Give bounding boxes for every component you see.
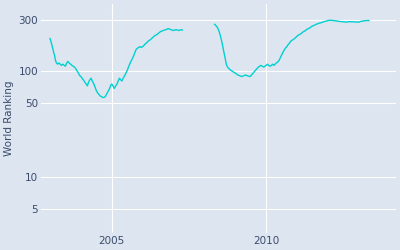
Y-axis label: World Ranking: World Ranking [4,81,14,156]
